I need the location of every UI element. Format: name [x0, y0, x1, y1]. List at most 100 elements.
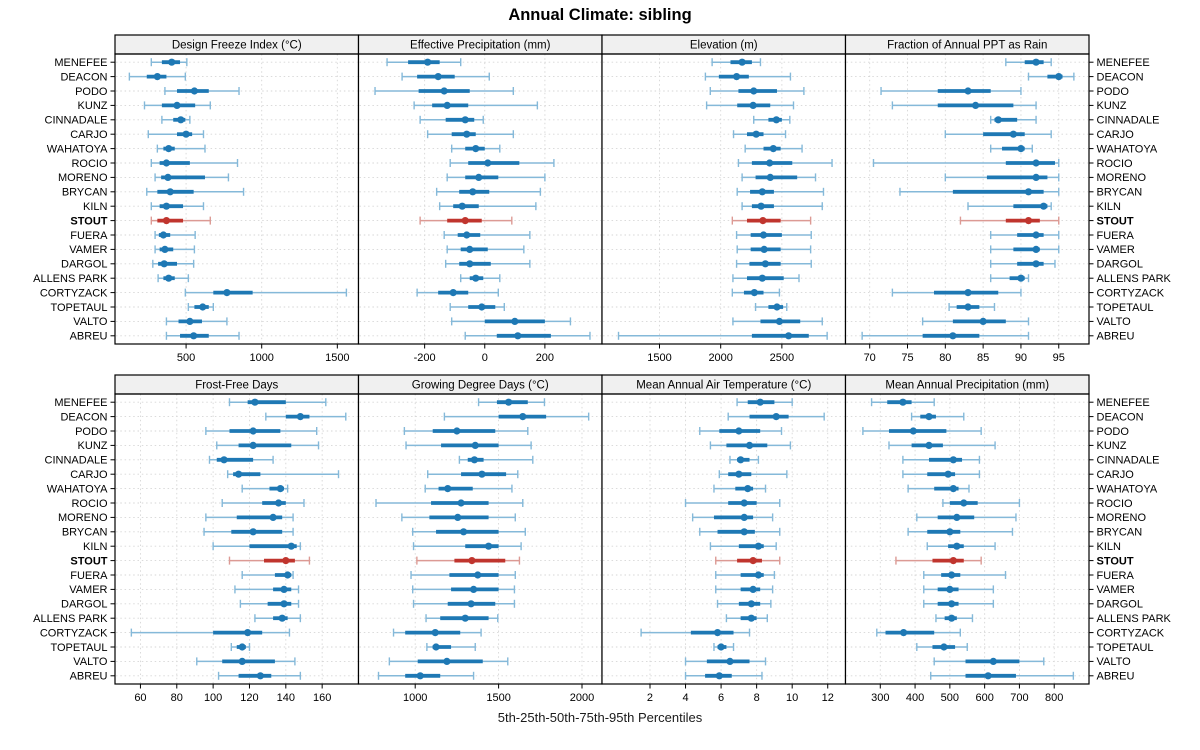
whisker-cinnadale [419, 115, 484, 124]
whisker-brycan [412, 527, 526, 536]
station-label-left: TOPETAUL [50, 642, 107, 654]
whisker-menefee [736, 398, 793, 407]
station-label-right: BRYCAN [1097, 527, 1143, 539]
whisker-podo [374, 87, 515, 95]
x-tick-label: 10 [786, 692, 798, 704]
station-label-left: PODO [75, 426, 108, 438]
station-label-right: WAHATOYA [1097, 143, 1158, 155]
x-tick-label: -200 [414, 352, 436, 364]
whisker-menefee [870, 398, 935, 407]
whisker-dargol [989, 259, 1056, 268]
whisker-moreno [401, 513, 516, 522]
station-label-right: STOUT [1097, 555, 1134, 567]
station-label-right: ALLENS PARK [1097, 273, 1172, 285]
whisker-vamer [412, 585, 516, 594]
whisker-cinnadale [989, 115, 1037, 124]
x-tick-label: 12 [822, 692, 834, 704]
whisker-moreno [691, 513, 774, 522]
whisker-fuera [443, 231, 531, 239]
x-tick-label: 200 [536, 352, 554, 364]
station-label-right: PODO [1097, 426, 1130, 438]
station-label-left: KUNZ [78, 440, 108, 452]
whisker-topetaul [230, 643, 251, 651]
whisker-moreno [741, 173, 817, 182]
whisker-allens-park [157, 274, 190, 283]
x-tick-label: 1500 [325, 352, 349, 364]
station-label-left: MORENO [58, 512, 108, 524]
station-label-left: ROCIO [71, 498, 108, 510]
whisker-stout [731, 216, 812, 225]
whisker-rocio [684, 499, 781, 507]
whisker-kunz [216, 441, 320, 450]
whisker-deacon [727, 412, 825, 421]
whisker-valto [921, 317, 1030, 326]
x-tick-label: 8 [754, 692, 760, 704]
station-label-right: KILN [1097, 201, 1122, 213]
whisker-kunz [888, 441, 996, 450]
whisker-brycan [736, 187, 825, 196]
whisker-valto [933, 657, 1045, 666]
whisker-stout [419, 216, 513, 225]
station-label-right: CINNADALE [1097, 455, 1160, 467]
whisker-topetaul [916, 643, 968, 651]
whisker-abreu [930, 671, 1075, 680]
whisker-rocio [737, 159, 833, 167]
station-label-left: BRYCAN [62, 527, 108, 539]
panel-mean-annual-precipitation-mm-: 300 400 500 600 700 800 Mean Annual Precipitat… [844, 374, 1172, 704]
station-label-right: KILN [1097, 541, 1122, 553]
whisker-cortyzack [416, 288, 499, 297]
station-label-left: VALTO [73, 316, 108, 328]
station-label-right: CORTYZACK [1097, 627, 1165, 639]
whisker-menefee [386, 58, 462, 67]
whisker-fuera [989, 231, 1060, 239]
station-label-right: FUERA [1097, 570, 1135, 582]
whisker-cortyzack [891, 288, 1022, 297]
whisker-vamer [715, 585, 774, 594]
whisker-valto [732, 317, 823, 326]
whisker-brycan [907, 527, 1014, 536]
whisker-brycan [146, 187, 245, 196]
whisker-cortyzack [392, 628, 482, 637]
station-label-right: VAMER [1097, 244, 1135, 256]
chart-title: Annual Climate: sibling [508, 6, 691, 24]
whisker-abreu [165, 331, 240, 340]
x-tick-label: 95 [1053, 352, 1065, 364]
station-label-left: ROCIO [71, 158, 108, 170]
whisker-abreu [217, 671, 302, 680]
x-tick-label: 1000 [403, 692, 427, 704]
whisker-brycan [899, 187, 1060, 196]
whisker-carjo [902, 470, 981, 479]
whisker-stout [959, 216, 1060, 225]
panel-fraction-of-annual-ppt-as-rain: 70 75 80 85 90 95 Fraction of Annual PPT as Ra… [844, 34, 1172, 364]
whisker-cinnadale [753, 115, 791, 124]
whisker-deacon [910, 412, 965, 421]
whisker-moreno [446, 173, 546, 182]
station-label-left: CARJO [70, 129, 108, 141]
whisker-allens-park [989, 274, 1030, 283]
station-label-left: PODO [75, 86, 108, 98]
x-tick-label: 700 [1010, 692, 1028, 704]
station-label-left: CARJO [70, 469, 108, 481]
whisker-abreu [617, 331, 828, 340]
whisker-cinnadale [161, 115, 191, 124]
whisker-topetaul [948, 303, 996, 311]
whisker-allens-park [725, 614, 768, 623]
whisker-podo [164, 87, 240, 95]
whisker-rocio [872, 159, 1060, 167]
station-label-left: FUERA [70, 570, 108, 582]
whisker-podo [205, 427, 318, 435]
whisker-abreu [377, 671, 475, 680]
whisker-abreu [684, 671, 763, 680]
whisker-kiln [967, 202, 1052, 211]
station-label-right: CARJO [1097, 469, 1135, 481]
x-tick-label: 600 [975, 692, 993, 704]
whisker-topetaul [754, 303, 788, 311]
whisker-deacon [704, 72, 792, 81]
station-label-right: MENEFEE [1097, 57, 1150, 69]
station-label-right: TOPETAUL [1097, 302, 1154, 314]
whisker-deacon [401, 72, 490, 81]
whisker-wahatoya [450, 144, 501, 153]
x-tick-label: 2 [647, 692, 653, 704]
whisker-fuera [735, 231, 812, 239]
